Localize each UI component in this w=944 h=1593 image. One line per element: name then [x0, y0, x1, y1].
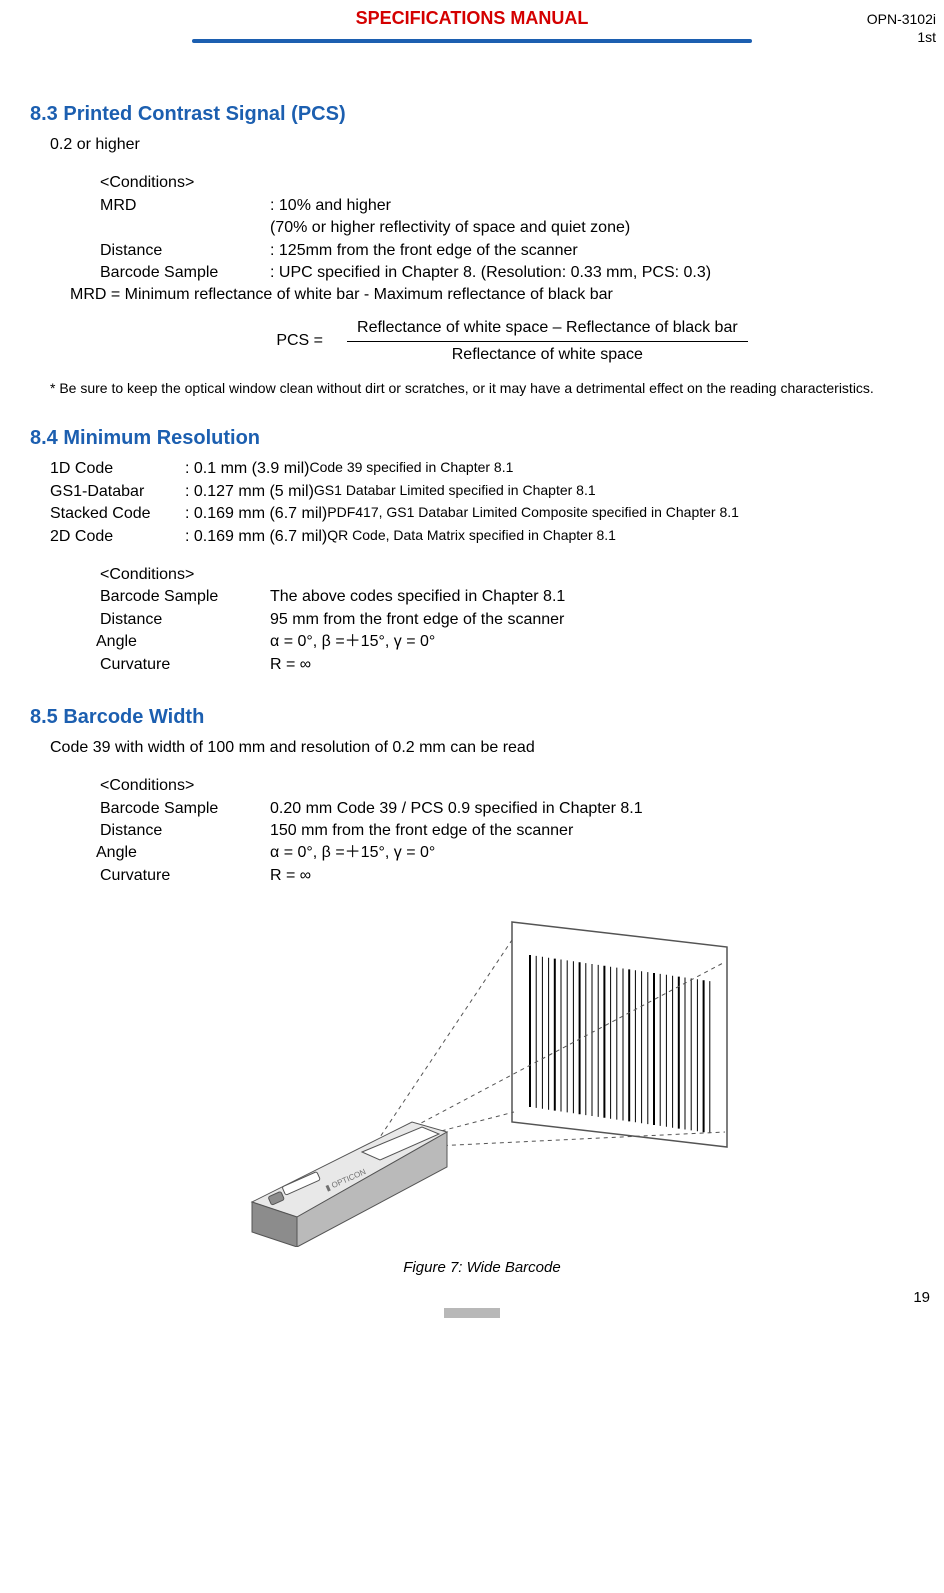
distance-value: 150 mm from the front edge of the scanne…	[270, 820, 573, 842]
figure-7: ▮ OPTICON Figure 7: Wide Barcode	[30, 907, 934, 1278]
mrd-value: : 10% and higher	[270, 195, 391, 217]
resolution-value: : 0.169 mm (6.7 mil)	[185, 526, 327, 548]
sample-value: 0.20 mm Code 39 / PCS 0.9 specified in C…	[270, 798, 643, 820]
angle-row: Angle α = 0°, β =＋15°, γ = 0°	[30, 631, 934, 653]
resolution-value: : 0.169 mm (6.7 mil)	[185, 503, 327, 525]
distance-value: : 125mm from the front edge of the scann…	[270, 240, 578, 262]
angle-row: Angle α = 0°, β =＋15°, γ = 0°	[30, 842, 934, 864]
resolution-row: GS1-Databar: 0.127 mm (5 mil) GS1 Databa…	[50, 481, 934, 503]
resolution-label: GS1-Databar	[50, 481, 185, 503]
distance-row: Distance 95 mm from the front edge of th…	[30, 609, 934, 631]
angle-value: α = 0°, β =＋15°, γ = 0°	[270, 631, 435, 653]
wide-barcode-diagram: ▮ OPTICON	[222, 907, 742, 1247]
mrd-label: MRD	[100, 195, 270, 217]
curvature-value: R = ∞	[270, 865, 311, 887]
resolution-spec: QR Code, Data Matrix specified in Chapte…	[327, 526, 616, 548]
formula-fraction: Reflectance of white space – Reflectance…	[347, 317, 748, 367]
resolution-row: Stacked Code: 0.169 mm (6.7 mil) PDF417,…	[50, 503, 934, 525]
resolution-row: 2D Code: 0.169 mm (6.7 mil) QR Code, Dat…	[50, 526, 934, 548]
mrd-value-2: (70% or higher reflectivity of space and…	[270, 217, 630, 239]
header-meta: OPN-3102i 1st	[867, 10, 936, 46]
resolution-label: 1D Code	[50, 458, 185, 480]
width-intro: Code 39 with width of 100 mm and resolut…	[30, 737, 934, 759]
conditions-label: <Conditions>	[30, 775, 934, 797]
curvature-label: Curvature	[100, 654, 270, 676]
figure-caption: Figure 7: Wide Barcode	[30, 1257, 934, 1278]
pcs-formula: PCS = Reflectance of white space – Refle…	[90, 317, 934, 367]
mrd-definition: MRD = Minimum reflectance of white bar -…	[30, 284, 934, 306]
curvature-row: Curvature R = ∞	[30, 865, 934, 887]
model-number: OPN-3102i	[867, 10, 936, 28]
sample-row: Barcode Sample : UPC specified in Chapte…	[30, 262, 934, 284]
conditions-label: <Conditions>	[30, 172, 934, 194]
sample-value: : UPC specified in Chapter 8. (Resolutio…	[270, 262, 711, 284]
header-title: SPECIFICATIONS MANUAL	[0, 0, 944, 29]
sample-value: The above codes specified in Chapter 8.1	[270, 586, 565, 608]
note-text: * Be sure to keep the optical window cle…	[50, 379, 914, 398]
angle-label: Angle	[96, 631, 270, 653]
sample-label: Barcode Sample	[100, 798, 270, 820]
sample-label: Barcode Sample	[100, 586, 270, 608]
sample-row: Barcode Sample 0.20 mm Code 39 / PCS 0.9…	[30, 798, 934, 820]
resolution-value: : 0.127 mm (5 mil)	[185, 481, 314, 503]
mrd-spacer	[100, 217, 270, 239]
page-content: 8.3 Printed Contrast Signal (PCS) 0.2 or…	[0, 43, 944, 1278]
pcs-intro: 0.2 or higher	[30, 134, 934, 156]
distance-label: Distance	[100, 240, 270, 262]
revision-label: 1st	[867, 28, 936, 46]
sample-label: Barcode Sample	[100, 262, 270, 284]
mrd-row-2: (70% or higher reflectivity of space and…	[30, 217, 934, 239]
resolution-row: 1D Code: 0.1 mm (3.9 mil) Code 39 specif…	[50, 458, 934, 480]
mrd-row: MRD : 10% and higher	[30, 195, 934, 217]
resolution-label: 2D Code	[50, 526, 185, 548]
page-number: 19	[913, 1289, 930, 1306]
resolution-spec: Code 39 specified in Chapter 8.1	[309, 458, 513, 480]
resolution-spec: PDF417, GS1 Databar Limited Composite sp…	[327, 503, 739, 525]
section-8-4-heading: 8.4 Minimum Resolution	[30, 427, 934, 450]
resolution-value: : 0.1 mm (3.9 mil)	[185, 458, 309, 480]
section-8-4-body: 1D Code: 0.1 mm (3.9 mil) Code 39 specif…	[30, 458, 934, 676]
distance-value: 95 mm from the front edge of the scanner	[270, 609, 564, 631]
section-8-3-heading: 8.3 Printed Contrast Signal (PCS)	[30, 103, 934, 126]
distance-label: Distance	[100, 820, 270, 842]
resolution-label: Stacked Code	[50, 503, 185, 525]
angle-value: α = 0°, β =＋15°, γ = 0°	[270, 842, 435, 864]
curvature-label: Curvature	[100, 865, 270, 887]
curvature-row: Curvature R = ∞	[30, 654, 934, 676]
sample-row: Barcode Sample The above codes specified…	[30, 586, 934, 608]
formula-denominator: Reflectance of white space	[347, 342, 748, 366]
angle-label: Angle	[96, 842, 270, 864]
distance-row: Distance : 125mm from the front edge of …	[30, 240, 934, 262]
footer-bar	[444, 1308, 500, 1318]
conditions-label: <Conditions>	[30, 564, 934, 586]
formula-numerator: Reflectance of white space – Reflectance…	[347, 317, 748, 342]
section-8-3-body: 0.2 or higher <Conditions> MRD : 10% and…	[30, 134, 934, 397]
section-8-5-heading: 8.5 Barcode Width	[30, 706, 934, 729]
formula-left: PCS =	[276, 330, 323, 352]
resolution-spec: GS1 Databar Limited specified in Chapter…	[314, 481, 596, 503]
section-8-5-body: Code 39 with width of 100 mm and resolut…	[30, 737, 934, 1278]
distance-row: Distance 150 mm from the front edge of t…	[30, 820, 934, 842]
distance-label: Distance	[100, 609, 270, 631]
curvature-value: R = ∞	[270, 654, 311, 676]
